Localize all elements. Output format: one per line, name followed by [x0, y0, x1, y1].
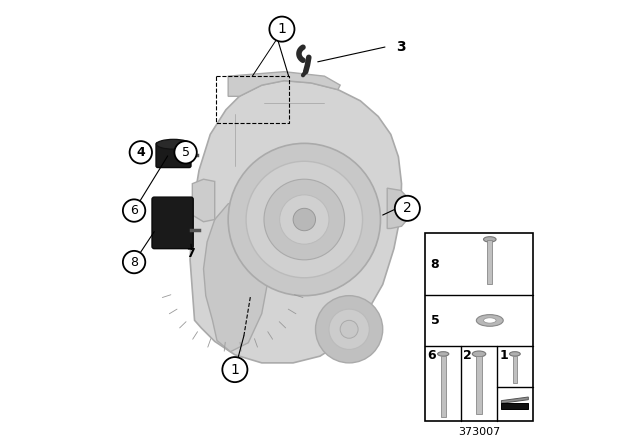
- FancyBboxPatch shape: [156, 142, 191, 168]
- Text: 5: 5: [431, 314, 440, 327]
- Circle shape: [395, 196, 420, 221]
- Text: 3: 3: [396, 40, 406, 54]
- Circle shape: [269, 17, 294, 42]
- Circle shape: [228, 143, 381, 296]
- Text: 7: 7: [186, 246, 195, 260]
- Polygon shape: [204, 199, 273, 352]
- Circle shape: [293, 208, 316, 231]
- Polygon shape: [387, 188, 410, 228]
- Text: 6: 6: [130, 204, 138, 217]
- Bar: [425, 233, 532, 421]
- Text: 1: 1: [278, 22, 286, 36]
- Polygon shape: [502, 403, 529, 409]
- Circle shape: [123, 251, 145, 273]
- Text: 8: 8: [130, 255, 138, 269]
- Bar: [476, 356, 482, 414]
- Text: 5: 5: [182, 146, 189, 159]
- Ellipse shape: [509, 352, 520, 356]
- Text: 1: 1: [230, 362, 239, 377]
- Circle shape: [222, 357, 248, 382]
- Ellipse shape: [472, 351, 486, 357]
- Ellipse shape: [484, 237, 496, 242]
- Text: 1: 1: [499, 349, 508, 362]
- Bar: [440, 356, 446, 417]
- Circle shape: [175, 141, 197, 164]
- Text: 4: 4: [136, 146, 145, 159]
- Ellipse shape: [476, 314, 503, 326]
- Polygon shape: [190, 81, 401, 363]
- Text: 2: 2: [403, 201, 412, 215]
- Circle shape: [246, 161, 363, 278]
- Circle shape: [329, 309, 369, 349]
- FancyBboxPatch shape: [152, 197, 193, 249]
- Polygon shape: [502, 397, 529, 403]
- Polygon shape: [192, 179, 215, 222]
- Ellipse shape: [157, 139, 191, 149]
- Ellipse shape: [438, 352, 449, 356]
- Text: 6: 6: [428, 349, 436, 362]
- Bar: [487, 240, 493, 284]
- Circle shape: [340, 320, 358, 338]
- Circle shape: [280, 195, 329, 244]
- Polygon shape: [228, 72, 340, 96]
- Circle shape: [123, 199, 145, 222]
- Circle shape: [130, 141, 152, 164]
- Ellipse shape: [484, 318, 496, 323]
- Text: 2: 2: [463, 349, 472, 362]
- Text: 373007: 373007: [458, 427, 500, 437]
- Circle shape: [316, 296, 383, 363]
- Bar: [513, 356, 517, 383]
- Circle shape: [264, 179, 345, 260]
- Text: 8: 8: [431, 258, 439, 271]
